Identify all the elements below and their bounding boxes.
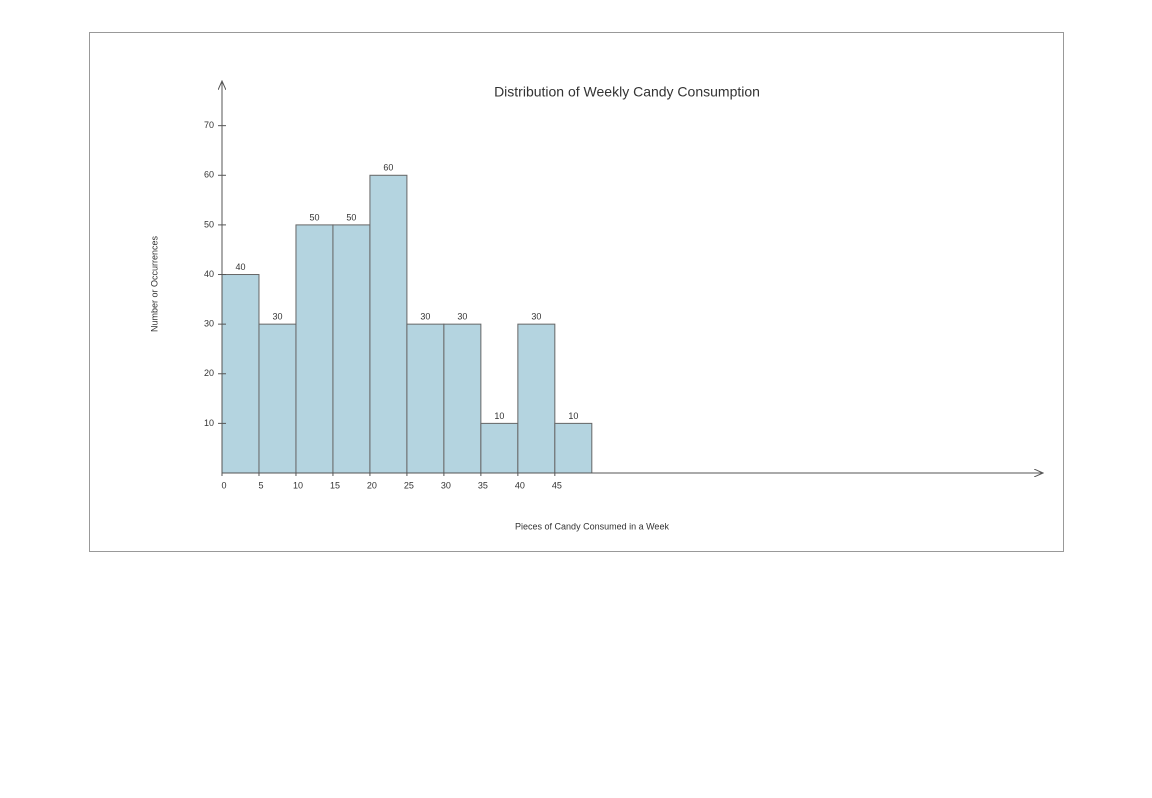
- y-axis-label: Number or Occurrences: [149, 235, 159, 332]
- y-tick-label: 30: [204, 319, 214, 329]
- bar: [443, 323, 482, 474]
- bar: [369, 174, 408, 474]
- x-tick-label: 10: [293, 480, 303, 490]
- x-tick-label: 30: [441, 480, 451, 490]
- x-tick-label: 15: [330, 480, 340, 490]
- x-tick-label: 5: [258, 480, 263, 490]
- bar: [554, 422, 593, 474]
- data-label: 30: [420, 312, 430, 322]
- bar: [221, 274, 260, 474]
- data-label: 50: [309, 212, 319, 222]
- x-tick-label: 0: [221, 480, 226, 490]
- y-tick-label: 10: [204, 418, 214, 428]
- data-label: 60: [383, 163, 393, 173]
- x-tick-label: 25: [404, 480, 414, 490]
- y-tick-label: 60: [204, 170, 214, 180]
- data-label: 10: [494, 411, 504, 421]
- y-tick-label: 50: [204, 219, 214, 229]
- bar: [258, 323, 297, 474]
- data-label: 30: [531, 312, 541, 322]
- bar: [295, 224, 334, 474]
- data-label: 50: [346, 212, 356, 222]
- x-tick-label: 35: [478, 480, 488, 490]
- y-tick-label: 40: [204, 269, 214, 279]
- bar: [480, 422, 519, 474]
- data-label: 30: [272, 312, 282, 322]
- chart-title: Distribution of Weekly Candy Consumption: [494, 84, 760, 100]
- bar: [332, 224, 371, 474]
- y-tick-label: 20: [204, 368, 214, 378]
- y-tick-label: 70: [204, 120, 214, 130]
- data-label: 30: [457, 312, 467, 322]
- data-label: 10: [568, 411, 578, 421]
- bar: [406, 323, 445, 474]
- data-label: 40: [235, 262, 245, 272]
- bar: [517, 323, 556, 474]
- x-tick-label: 45: [552, 480, 562, 490]
- x-tick-label: 20: [367, 480, 377, 490]
- x-tick-label: 40: [515, 480, 525, 490]
- x-axis-label: Pieces of Candy Consumed in a Week: [515, 521, 669, 531]
- plot-area: 40 30 50 50 60 30 30 10 30 10 10 20 30 40 50 60 70 0 5 10 15…: [204, 81, 1043, 490]
